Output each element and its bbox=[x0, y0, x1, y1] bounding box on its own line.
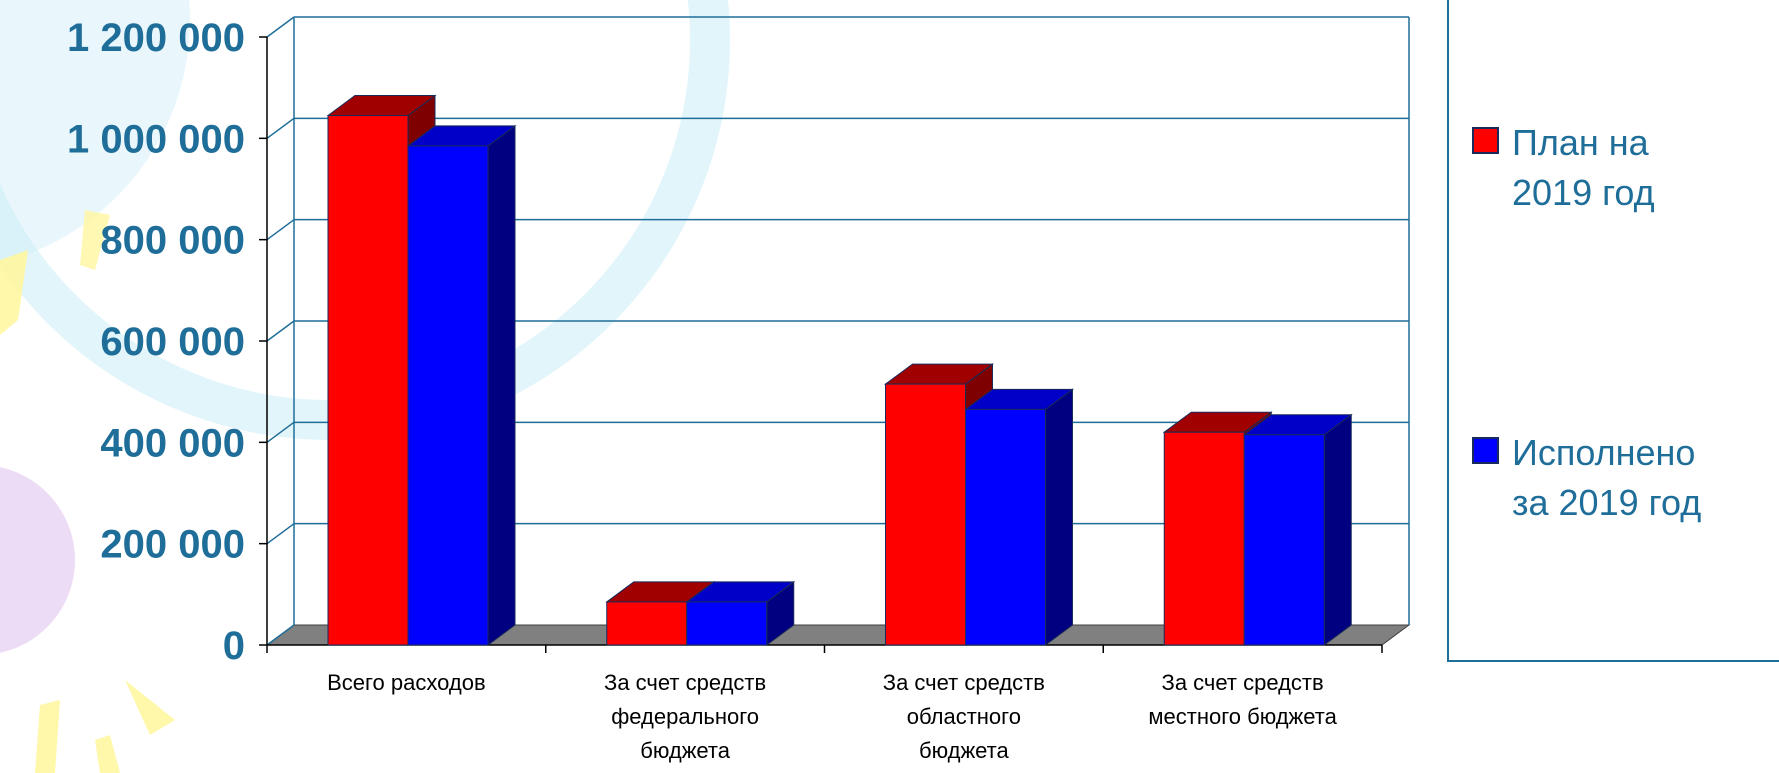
legend: План на 2019 год Исполнено за 2019 год bbox=[1447, 0, 1779, 662]
x-tick-label: За счет средств федерального бюджета bbox=[604, 670, 766, 763]
x-tick-label: Всего расходов bbox=[327, 670, 486, 695]
x-tick-label: За счет средств местного бюджета bbox=[1148, 670, 1337, 729]
bar bbox=[1242, 413, 1353, 646]
bar bbox=[685, 580, 796, 646]
x-tick-labels: Всего расходов За счет средств федеральног… bbox=[327, 670, 1338, 763]
gridline-side bbox=[266, 117, 295, 139]
gridline-side bbox=[266, 16, 295, 38]
gridline-side bbox=[266, 320, 295, 342]
y-tick-label: 200 000 bbox=[100, 523, 245, 567]
gridline-side bbox=[266, 219, 295, 241]
legend-label: Исполнено за 2019 год bbox=[1512, 432, 1701, 523]
bars bbox=[326, 94, 1353, 646]
y-tick-label: 400 000 bbox=[100, 421, 245, 465]
y-tick-label: 1 000 000 bbox=[67, 117, 245, 161]
gridline-side bbox=[266, 523, 295, 545]
gridline-side bbox=[266, 624, 295, 646]
legend-box bbox=[1447, 0, 1779, 662]
legend-swatch bbox=[1472, 127, 1499, 154]
bar bbox=[406, 124, 517, 646]
gridline-side bbox=[266, 421, 295, 443]
legend-swatch bbox=[1472, 437, 1499, 464]
x-tick-label: За счет средств областного бюджета bbox=[883, 670, 1045, 763]
y-tick-label: 600 000 bbox=[100, 320, 245, 364]
y-tick-label: 0 bbox=[223, 624, 245, 668]
bar bbox=[963, 388, 1075, 646]
y-tick-label: 800 000 bbox=[100, 219, 245, 263]
legend-label: План на 2019 год bbox=[1512, 122, 1655, 213]
y-tick-labels: 0 200 000 400 000 600 000 800 000 1 000 000 1 … bbox=[67, 16, 245, 668]
y-tick-label: 1 200 000 bbox=[67, 16, 245, 60]
